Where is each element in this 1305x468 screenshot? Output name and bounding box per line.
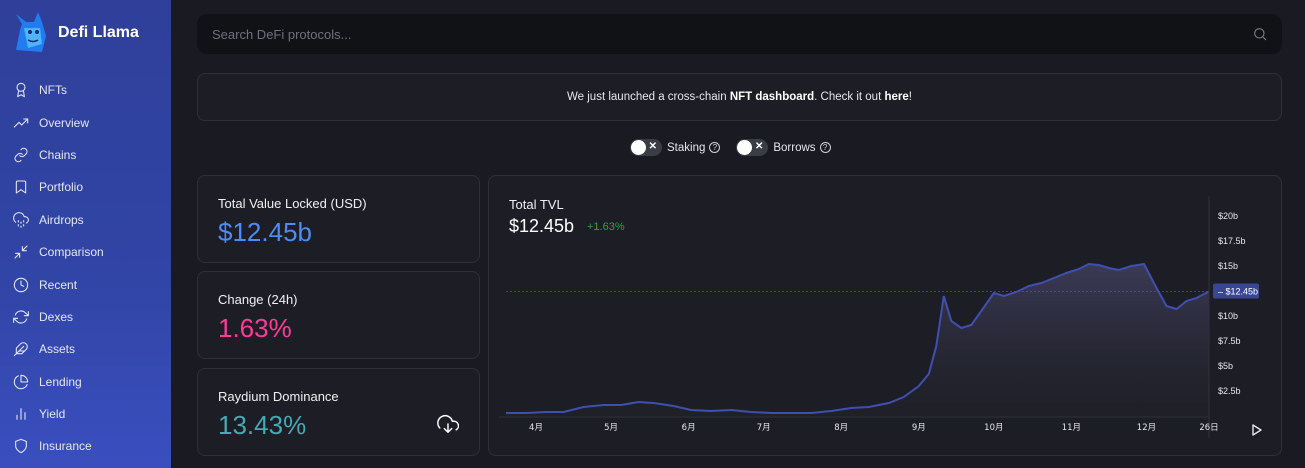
y-tick-label: $10b: [1218, 311, 1238, 321]
y-tick-label: $17.5b: [1218, 236, 1246, 246]
y-tick-label: $20b: [1218, 211, 1238, 221]
announcement-banner: We just launched a cross-chain NFT dashb…: [197, 73, 1282, 121]
chart-title: Total TVL: [509, 197, 564, 212]
announcement-middle: . Check it out: [814, 91, 885, 103]
bookmark-icon: [12, 178, 30, 196]
tvl-area: [506, 264, 1209, 416]
y-tick-label: $7.5b: [1218, 336, 1241, 346]
dominance-label: Raydium Dominance: [218, 389, 339, 404]
dominance-value: 13.43%: [218, 410, 307, 440]
announcement-suffix: !: [908, 91, 912, 103]
brand[interactable]: Defi Llama: [12, 10, 139, 56]
cloud-drizzle-icon: [12, 211, 30, 229]
x-icon: ✕: [648, 141, 657, 152]
y-tick-label: $15b: [1218, 261, 1238, 271]
announcement-prefix: We just launched a cross-chain: [567, 91, 730, 103]
y-tick-label: $2.5b: [1218, 386, 1241, 396]
tvl-chart-card: $20b $17.5b $15b $10b $7.5b $5b $2.5b – $12.45b…: [488, 175, 1282, 456]
sidebar: Defi Llama NFTs Overview Chains Portfoli…: [0, 0, 171, 468]
x-tick-label: 4月: [529, 423, 543, 433]
chart-value: $12.45b: [509, 216, 575, 236]
tvl-chart[interactable]: $20b $17.5b $15b $10b $7.5b $5b $2.5b – $12.45b…: [489, 176, 1283, 457]
sidebar-item-label: Recent: [39, 277, 78, 292]
borrows-label: Borrows: [773, 141, 816, 154]
link-icon: [12, 146, 30, 164]
x-tick-label: 10月: [984, 423, 1003, 433]
help-icon[interactable]: ?: [709, 142, 721, 153]
announcement-bold: NFT dashboard: [729, 91, 815, 103]
staking-toggle[interactable]: ✕ Staking ?: [630, 139, 721, 156]
sidebar-item-label: Comparison: [39, 245, 104, 260]
x-tick-label: 8月: [834, 423, 848, 433]
borrows-toggle[interactable]: ✕ Borrows ?: [736, 139, 831, 156]
chart-change: +1.63%: [587, 221, 625, 233]
sidebar-item-label: NFTs: [39, 83, 67, 98]
sidebar-item-label: Overview: [39, 115, 90, 130]
current-value-label: – $12.45b: [1218, 287, 1258, 297]
pie-chart-icon: [12, 373, 30, 391]
sidebar-item-portfolio[interactable]: Portfolio: [0, 171, 171, 203]
x-tick-label: 7月: [757, 423, 771, 433]
sidebar-item-chains[interactable]: Chains: [0, 139, 171, 171]
x-tick-label: 9月: [912, 423, 926, 433]
play-icon[interactable]: [1251, 423, 1263, 436]
x-tick-label: 26日: [1199, 423, 1218, 433]
x-tick-label: 5月: [604, 423, 618, 433]
trending-up-icon: [12, 114, 30, 132]
sidebar-item-label: Airdrops: [39, 212, 84, 227]
sidebar-item-nfts[interactable]: NFTs: [0, 74, 171, 106]
toggle-row: ✕ Staking ? ✕ Borrows ?: [630, 139, 847, 156]
feather-icon: [12, 340, 30, 358]
sidebar-item-label: Lending: [39, 374, 82, 389]
staking-label: Staking: [667, 141, 706, 154]
sidebar-item-label: Yield: [39, 407, 66, 422]
change-label: Change (24h): [218, 292, 298, 307]
x-tick-label: 6月: [682, 423, 696, 433]
search-bar: [197, 14, 1282, 54]
bar-chart-icon: [12, 405, 30, 423]
help-icon[interactable]: ?: [819, 142, 831, 153]
sidebar-item-label: Assets: [39, 342, 76, 357]
sidebar-item-label: Chains: [39, 147, 77, 162]
dominance-card: Raydium Dominance 13.43%: [197, 368, 480, 456]
tvl-card: Total Value Locked (USD) $12.45b: [197, 175, 480, 263]
y-tick-label: $5b: [1218, 361, 1233, 371]
sidebar-item-yield[interactable]: Yield: [0, 398, 171, 430]
brand-name: Defi Llama: [58, 24, 139, 41]
sidebar-nav: NFTs Overview Chains Portfolio Airdrops …: [0, 74, 171, 463]
sidebar-item-insurance[interactable]: Insurance: [0, 430, 171, 462]
refresh-icon: [12, 308, 30, 326]
sidebar-item-label: Insurance: [39, 439, 92, 454]
change-card: Change (24h) 1.63%: [197, 271, 480, 359]
sidebar-item-airdrops[interactable]: Airdrops: [0, 204, 171, 236]
x-tick-label: 12月: [1137, 423, 1156, 433]
announcement-link[interactable]: here: [884, 91, 909, 103]
shield-icon: [12, 437, 30, 455]
announcement-text: We just launched a cross-chain NFT dashb…: [567, 91, 912, 103]
tvl-line: [506, 262, 1210, 414]
clock-icon: [12, 276, 30, 294]
sidebar-item-lending[interactable]: Lending: [0, 366, 171, 398]
current-value-badge: [1213, 283, 1259, 299]
staking-switch[interactable]: ✕: [630, 139, 662, 156]
tvl-label: Total Value Locked (USD): [218, 196, 367, 211]
x-icon: ✕: [754, 141, 764, 152]
minimize-icon: [12, 243, 30, 261]
sidebar-item-comparison[interactable]: Comparison: [0, 236, 171, 268]
x-tick-label: 11月: [1062, 423, 1081, 433]
search-icon[interactable]: [1252, 26, 1268, 42]
sidebar-item-dexes[interactable]: Dexes: [0, 301, 171, 333]
download-icon[interactable]: [437, 413, 460, 435]
llama-logo-icon: [12, 10, 50, 56]
sidebar-item-overview[interactable]: Overview: [0, 106, 171, 138]
change-value: 1.63%: [218, 313, 292, 343]
sidebar-item-label: Dexes: [39, 309, 74, 324]
sidebar-item-label: Portfolio: [39, 180, 84, 195]
sidebar-item-recent[interactable]: Recent: [0, 268, 171, 300]
sidebar-item-assets[interactable]: Assets: [0, 333, 171, 365]
borrows-switch[interactable]: ✕: [736, 139, 769, 156]
award-icon: [12, 81, 30, 99]
tvl-value: $12.45b: [218, 217, 312, 247]
search-input[interactable]: [197, 14, 1252, 54]
